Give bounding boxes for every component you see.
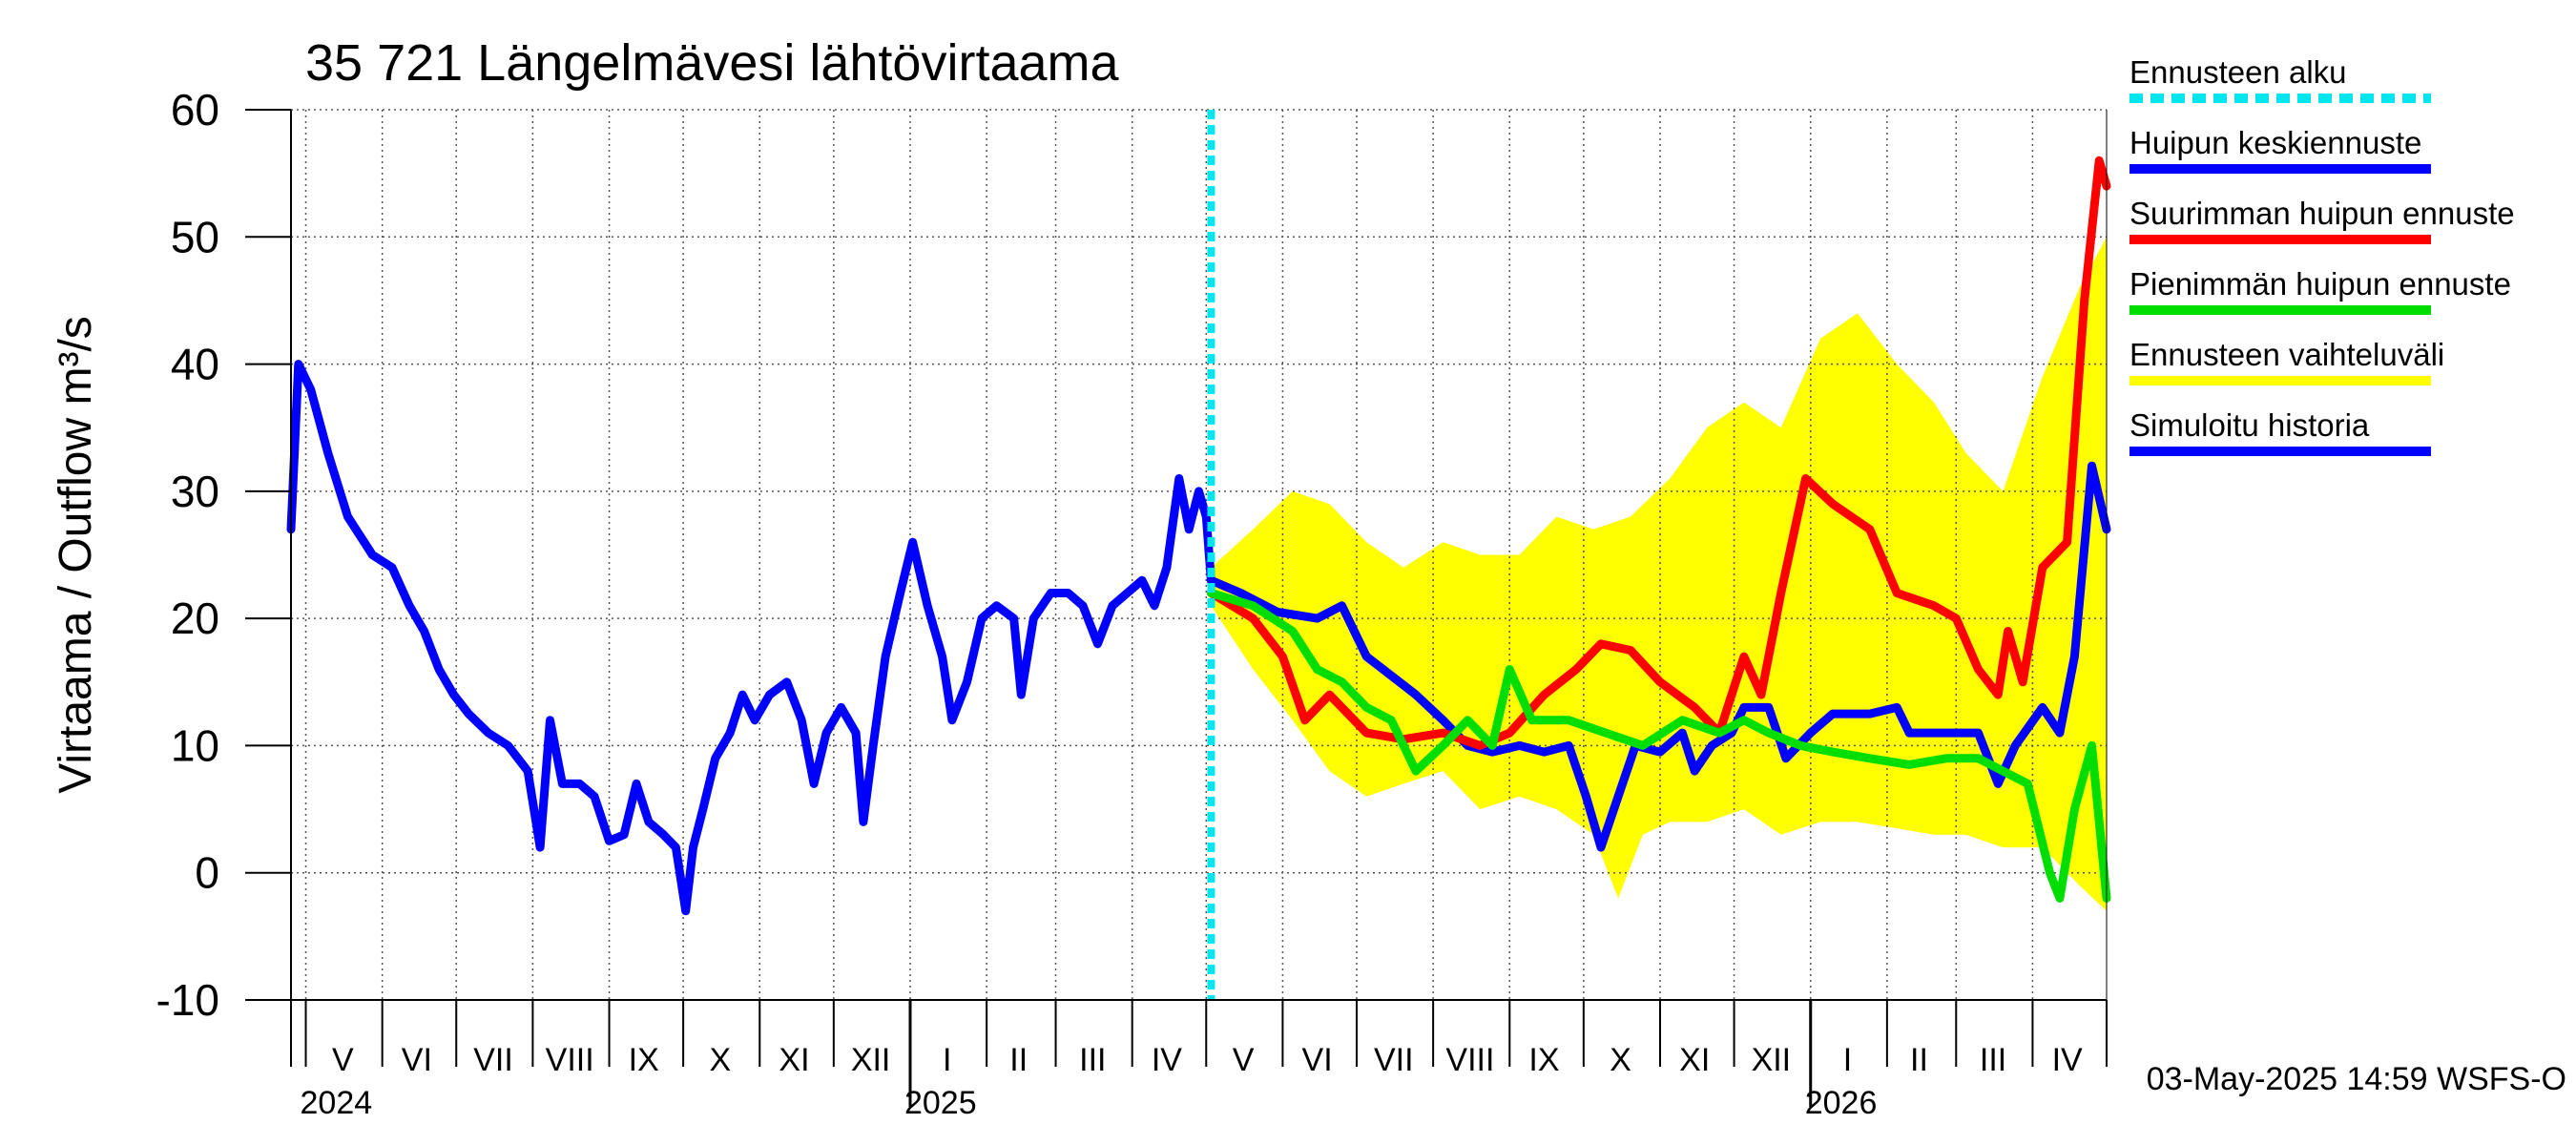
- chart-title: 35 721 Längelmävesi lähtövirtaama: [305, 34, 1119, 92]
- x-month-label: VII: [1374, 1042, 1414, 1078]
- series-lines: [286, 110, 2111, 1000]
- x-month-label: XI: [779, 1042, 809, 1078]
- x-year-label: 2026: [1805, 1085, 1878, 1121]
- x-month-label: III: [1079, 1042, 1106, 1078]
- series-line: [1206, 589, 2111, 903]
- x-month-label: VIII: [1445, 1042, 1494, 1078]
- legend-label: Simuloitu historia: [2129, 407, 2370, 443]
- legend: Ennusteen alku Huipun keskiennuste Suurimm…: [2129, 54, 2515, 456]
- y-tick-label: 60: [171, 85, 219, 135]
- timestamp-footer: 03-May-2025 14:59 WSFS-O: [2147, 1061, 2566, 1097]
- y-tick-label: -10: [156, 975, 219, 1025]
- y-tick-label: 40: [171, 340, 219, 389]
- x-year-label: 2024: [301, 1085, 373, 1121]
- x-month-label: XII: [1752, 1042, 1792, 1078]
- x-month-label: II: [1009, 1042, 1028, 1078]
- series-line: [1206, 461, 2111, 852]
- x-month-label: I: [1843, 1042, 1852, 1078]
- legend-label: Suurimman huipun ennuste: [2129, 196, 2515, 231]
- forecast-range-band: [1211, 237, 2107, 911]
- legend-label: Ennusteen vaihteluväli: [2129, 337, 2444, 372]
- x-month-label: VIII: [546, 1042, 594, 1078]
- legend-label: Huipun keskiennuste: [2129, 125, 2421, 160]
- y-tick-label: 0: [195, 848, 219, 898]
- x-month-label: I: [943, 1042, 951, 1078]
- x-month-label: V: [1233, 1042, 1255, 1078]
- x-month-label: VI: [402, 1042, 432, 1078]
- x-month-label: VI: [1302, 1042, 1333, 1078]
- y-tick-label: 20: [171, 593, 219, 643]
- x-month-label: IV: [2052, 1042, 2083, 1078]
- x-month-label: X: [1610, 1042, 1631, 1078]
- x-month-label: V: [332, 1042, 354, 1078]
- x-month-label: IX: [629, 1042, 659, 1078]
- x-month-label: III: [1980, 1042, 2006, 1078]
- series-line: [1206, 156, 2111, 750]
- x-month-label: VII: [473, 1042, 513, 1078]
- x-month-label: IV: [1152, 1042, 1182, 1078]
- legend-label: Ennusteen alku: [2129, 54, 2347, 90]
- x-month-label: X: [710, 1042, 732, 1078]
- y-tick-label: 30: [171, 467, 219, 516]
- legend-label: Pienimmän huipun ennuste: [2129, 266, 2511, 302]
- x-month-label: XI: [1679, 1042, 1710, 1078]
- series-line: [286, 360, 1215, 916]
- y-tick-label: 50: [171, 212, 219, 261]
- x-month-label: XII: [851, 1042, 891, 1078]
- y-axis-label: Virtaama / Outflow m³/s: [51, 316, 101, 794]
- x-month-label: II: [1910, 1042, 1928, 1078]
- x-month-label: IX: [1528, 1042, 1559, 1078]
- x-year-label: 2025: [904, 1085, 977, 1121]
- y-tick-label: 10: [171, 720, 219, 770]
- forecast-range-area: [1211, 237, 2107, 911]
